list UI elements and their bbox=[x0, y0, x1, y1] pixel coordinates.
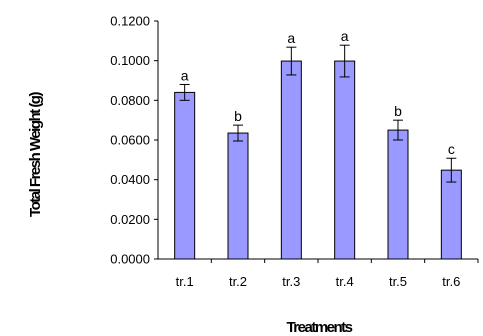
x-tick-label-tr.5: tr.5 bbox=[389, 274, 407, 289]
significance-letter-tr.2: b bbox=[234, 108, 242, 124]
y-axis-title: Total Fresh Weight (g) bbox=[27, 92, 44, 217]
error-bar-tr.3 bbox=[286, 46, 297, 76]
x-tick-label-tr.3: tr.3 bbox=[282, 274, 300, 289]
y-tick-label: 0.0600 bbox=[110, 133, 150, 148]
bars bbox=[174, 60, 462, 260]
error-bar-tr.1 bbox=[179, 83, 190, 101]
x-tick-label-tr.6: tr.6 bbox=[442, 274, 460, 289]
x-tick-label-tr.2: tr.2 bbox=[229, 274, 247, 289]
y-tick-label: 0.1200 bbox=[110, 14, 150, 29]
bar-tr.3 bbox=[280, 60, 302, 260]
error-bars bbox=[179, 44, 457, 183]
significance-letter-tr.5: b bbox=[394, 103, 402, 119]
bar-tr.2 bbox=[227, 132, 249, 260]
y-axis-ticks: 0.0000 0.0200 0.0400 0.0600 0.0800 0.1000 0.12… bbox=[110, 14, 158, 267]
significance-letter-tr.4: a bbox=[341, 28, 349, 44]
x-axis-title: Treatments bbox=[286, 319, 352, 336]
significance-letters: a b a a b c bbox=[181, 28, 455, 157]
error-bar-tr.5 bbox=[393, 119, 403, 141]
bar-tr.6 bbox=[440, 169, 462, 260]
error-bar-tr.2 bbox=[233, 124, 243, 142]
x-tick-label-tr.4: tr.4 bbox=[336, 274, 354, 289]
y-tick-label: 0.1000 bbox=[110, 53, 150, 68]
x-tick-label-tr.1: tr.1 bbox=[176, 274, 194, 289]
bar-tr.4 bbox=[334, 60, 356, 260]
significance-letter-tr.6: c bbox=[448, 141, 455, 157]
y-tick-label: 0.0200 bbox=[110, 212, 150, 227]
y-tick-label: 0.0800 bbox=[110, 93, 150, 108]
error-bar-tr.4 bbox=[339, 44, 350, 78]
x-axis-ticks: tr.1 tr.2 tr.3 tr.4 tr.5 tr.6 bbox=[176, 259, 479, 289]
error-bar-tr.6 bbox=[446, 157, 457, 183]
y-tick-label: 0.0400 bbox=[110, 172, 150, 187]
y-tick-label: 0.0000 bbox=[110, 252, 150, 267]
bar-tr.1 bbox=[174, 91, 196, 260]
significance-letter-tr.3: a bbox=[287, 30, 295, 46]
bar-tr.5 bbox=[387, 129, 409, 260]
significance-letter-tr.1: a bbox=[181, 67, 189, 83]
